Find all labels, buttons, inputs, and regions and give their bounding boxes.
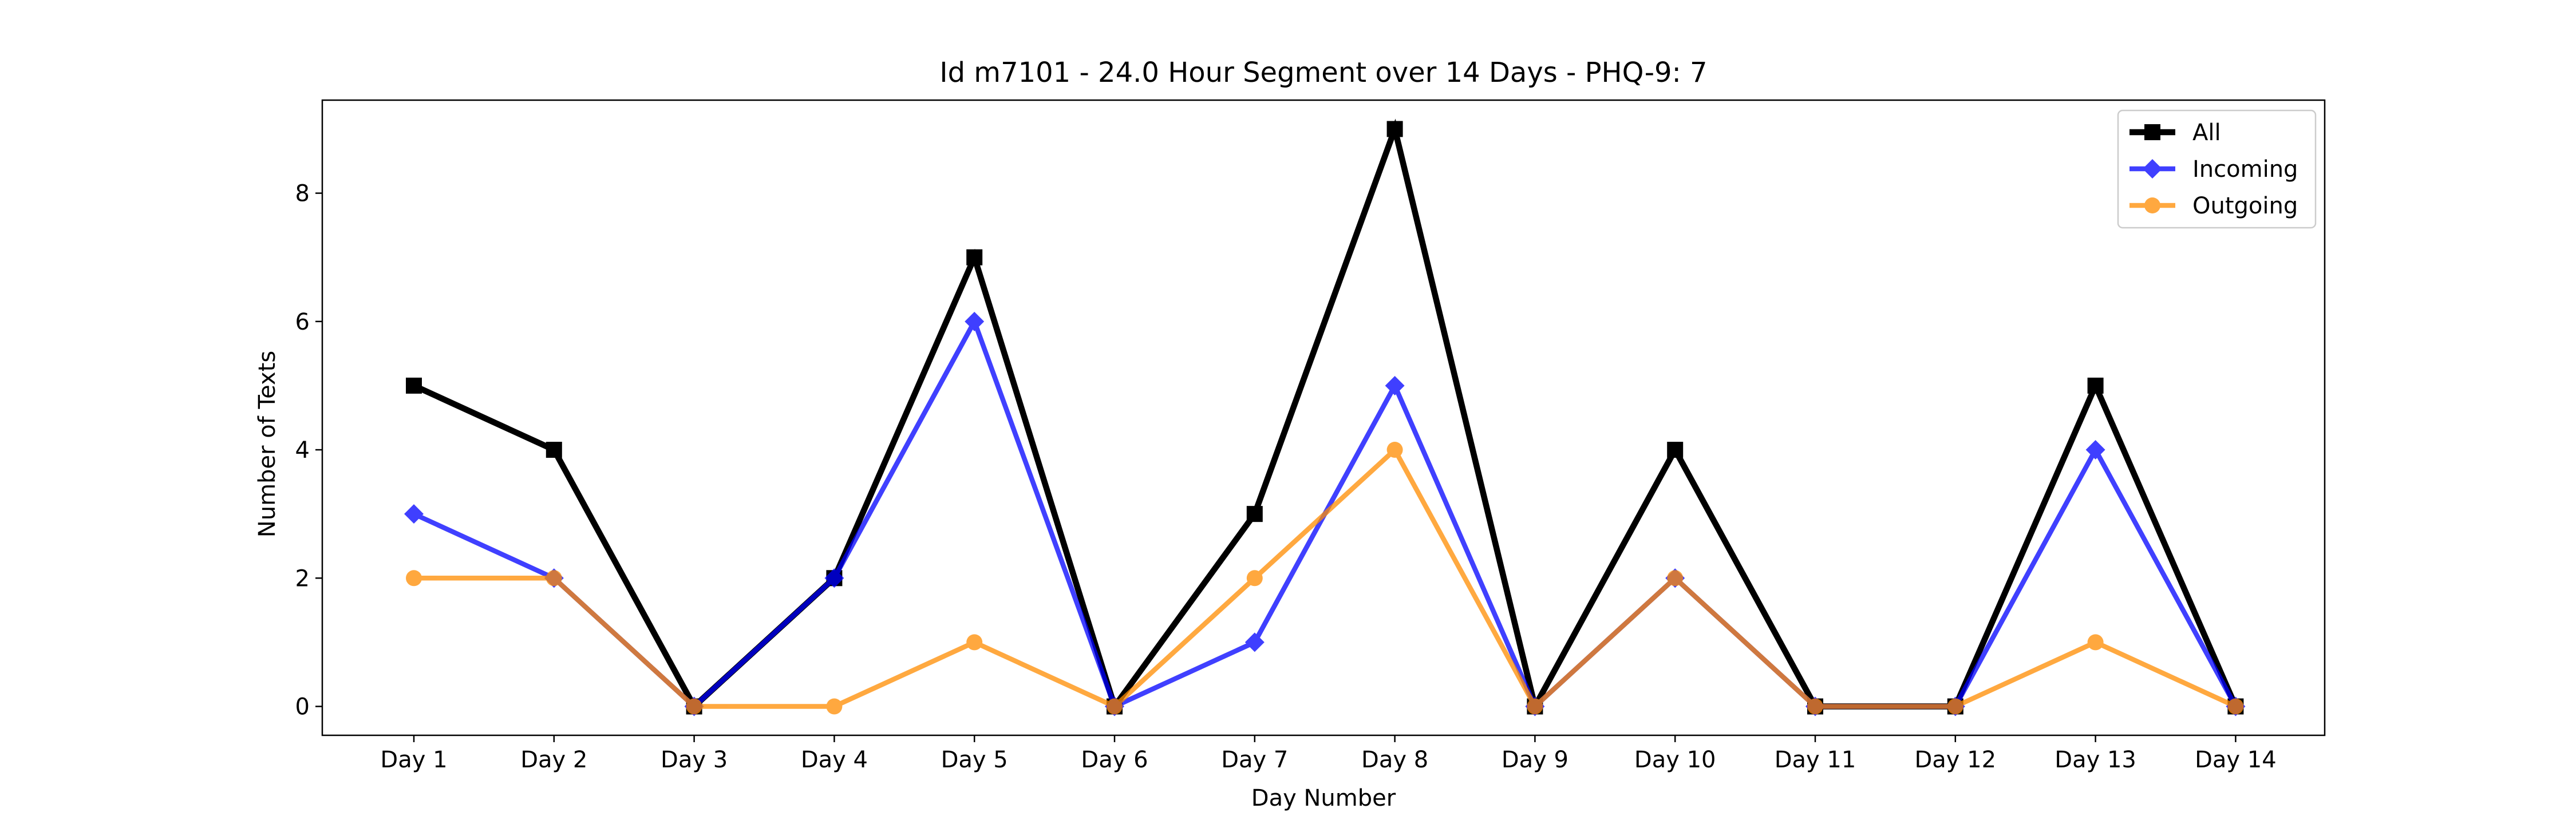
data-point-outgoing — [1807, 698, 1823, 715]
x-tick-label: Day 8 — [1361, 747, 1428, 773]
legend-swatch-outgoing — [2129, 197, 2175, 213]
legend-swatch-all — [2129, 124, 2175, 140]
y-tick-label: 0 — [295, 694, 310, 720]
x-tick-label: Day 2 — [520, 747, 587, 773]
y-tick-label: 4 — [295, 437, 310, 464]
series-line-outgoing — [414, 446, 2237, 711]
data-point-all — [406, 377, 422, 394]
series-all — [406, 118, 2244, 715]
legend-marker-all — [2144, 124, 2160, 140]
data-point-all — [1667, 442, 1684, 458]
data-point-outgoing — [1386, 442, 1403, 458]
x-tick-label: Day 11 — [1775, 747, 1856, 773]
legend-marker-incoming — [2143, 159, 2162, 179]
data-point-all — [966, 249, 983, 266]
data-point-outgoing — [686, 698, 702, 715]
legend: All Incoming Outgoing — [2117, 109, 2317, 229]
legend-label-all: All — [2192, 120, 2221, 146]
data-point-all — [546, 442, 562, 458]
y-tick-label: 6 — [295, 309, 310, 335]
data-point-outgoing — [406, 570, 422, 587]
x-axis-label: Day Number — [1251, 785, 1396, 811]
legend-box — [2117, 109, 2317, 229]
data-point-incoming — [404, 504, 424, 524]
data-point-outgoing — [1667, 570, 1684, 587]
x-tick-label: Day 13 — [2055, 747, 2136, 773]
x-tick-label: Day 6 — [1081, 747, 1148, 773]
y-tick-label: 2 — [295, 565, 310, 592]
data-point-all — [2087, 377, 2104, 394]
data-point-outgoing — [546, 570, 562, 587]
data-point-all — [1246, 506, 1263, 522]
x-tick-label: Day 12 — [1914, 747, 1996, 773]
x-tick-label: Day 10 — [1634, 747, 1716, 773]
legend-marker-outgoing — [2144, 197, 2160, 213]
y-tick-label: 8 — [295, 181, 310, 207]
x-tick-label: Day 9 — [1502, 747, 1568, 773]
x-tick-label: Day 1 — [380, 747, 447, 773]
chart-title: Id m7101 - 24.0 Hour Segment over 14 Day… — [939, 57, 1707, 89]
data-point-outgoing — [1527, 698, 1543, 715]
data-point-outgoing — [1947, 698, 1963, 715]
legend-label-outgoing: Outgoing — [2192, 193, 2298, 219]
data-point-incoming — [1244, 632, 1265, 652]
legend-swatch-incoming — [2129, 159, 2175, 179]
data-point-outgoing — [1107, 698, 1123, 715]
data-point-outgoing — [966, 634, 983, 651]
x-tick-label: Day 5 — [941, 747, 1008, 773]
plot-area: Day 1 Day 2 Day 3 Day 4 Day 5 Day 6 Day 7 Day 8… — [295, 99, 2326, 773]
data-point-outgoing — [2227, 698, 2244, 715]
data-point-all — [1386, 121, 1403, 137]
legend-label-incoming: Incoming — [2192, 156, 2298, 183]
series-line-all — [412, 118, 2239, 715]
x-tick-label: Day 7 — [1221, 747, 1288, 773]
data-point-outgoing — [2087, 634, 2104, 651]
data-point-incoming — [2085, 440, 2105, 460]
y-axis-label: Number of Texts — [254, 351, 280, 537]
data-point-outgoing — [1246, 570, 1263, 587]
x-tick-label: Day 3 — [661, 747, 728, 773]
plot-frame — [321, 99, 2326, 736]
x-tick-label: Day 4 — [801, 747, 868, 773]
x-tick-label: Day 14 — [2195, 747, 2277, 773]
series-outgoing — [406, 442, 2244, 715]
data-point-incoming — [824, 568, 844, 588]
data-point-outgoing — [826, 698, 843, 715]
data-point-incoming — [965, 311, 985, 331]
data-point-incoming — [1385, 375, 1405, 395]
